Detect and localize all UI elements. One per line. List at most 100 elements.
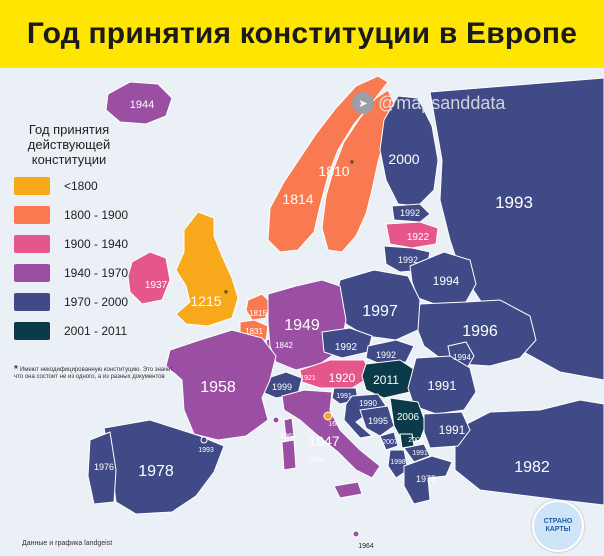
label-greece: 1975 — [416, 474, 436, 484]
label-uk-mark: * — [224, 287, 229, 301]
region-iceland — [105, 81, 173, 125]
label-poland: 1997 — [362, 303, 398, 320]
label-moldova: 1994 — [453, 353, 471, 362]
region-greece — [403, 455, 453, 505]
legend-item: 2001 - 2011 — [14, 321, 174, 341]
legend-item: <1800 — [14, 176, 174, 196]
label-uk: 1215 — [190, 293, 221, 309]
legend-label: 1970 - 2000 — [64, 295, 129, 309]
label-kosovo: 2008 — [408, 437, 424, 444]
legend-swatch — [14, 235, 50, 253]
label-malta: 1964 — [358, 543, 374, 550]
footnote: * Имеют некодифицированную конституцию. Э… — [14, 364, 184, 381]
label-germany: 1949 — [284, 317, 320, 334]
label-belarus: 1994 — [433, 274, 460, 288]
label-ukraine: 1996 — [462, 323, 498, 340]
region-latvia — [385, 221, 439, 249]
region-slovakia — [365, 339, 415, 365]
label-bulgaria: 1991 — [439, 423, 466, 437]
label-austria: 1920 — [329, 371, 356, 385]
page-title: Год принятия конституции в Европе — [26, 17, 578, 50]
legend-swatch — [14, 322, 50, 340]
label-north-macedonia: 1991 — [412, 450, 428, 457]
region-ireland — [127, 251, 171, 305]
region-bulgaria — [423, 411, 471, 449]
label-italy: 1947 — [308, 433, 339, 449]
label-serbia: 2006 — [397, 412, 420, 423]
legend-label: <1800 — [64, 179, 98, 193]
legend-title: Год принятия действующей конституции — [27, 122, 111, 167]
region-france — [165, 329, 277, 441]
region-malta — [352, 530, 360, 538]
region-bosnia — [359, 405, 395, 437]
label-croatia: 1990 — [359, 399, 377, 408]
legend-label: 1940 - 1970 — [64, 266, 129, 280]
region-corsica — [283, 417, 295, 439]
label-albania: 1998 — [390, 459, 406, 466]
region-andorra — [200, 436, 208, 444]
watermark: ➤ @mapsanddata — [352, 92, 505, 114]
legend-item: 1900 - 1940 — [14, 234, 174, 254]
credit: Данные и графика landgeist — [22, 540, 113, 547]
label-sweden: 1810 — [318, 163, 349, 179]
label-russia: 1993 — [495, 193, 533, 212]
label-luxembourg: 1842 — [275, 341, 293, 350]
legend-item: 1800 - 1900 — [14, 205, 174, 225]
region-norway — [267, 75, 389, 253]
legend-item: 1940 - 1970 — [14, 263, 174, 283]
label-switzerland: 1999 — [272, 382, 292, 392]
label-spain: 1978 — [138, 463, 174, 480]
region-austria — [299, 359, 373, 389]
region-portugal — [87, 431, 117, 505]
region-monaco — [272, 416, 280, 424]
label-romania: 1991 — [428, 378, 457, 393]
label-netherlands: 1815 — [249, 309, 267, 318]
region-romania — [407, 355, 477, 415]
label-liechtenstein: 1921 — [300, 375, 316, 382]
label-czechia: 1992 — [335, 342, 358, 353]
legend-swatch — [14, 206, 50, 224]
label-hungary: 2011 — [373, 373, 399, 387]
europe-map: 1944 1814 1810 * 2000 1993 1992 1922 199… — [0, 68, 604, 556]
region-serbia — [389, 397, 427, 445]
label-slovenia: 1991 — [336, 393, 352, 400]
telegram-icon: ➤ — [352, 92, 374, 114]
label-sweden-mark: * — [350, 157, 355, 171]
legend-label: 1800 - 1900 — [64, 208, 129, 222]
title-bar: Год принятия конституции в Европе — [0, 0, 604, 68]
label-france: 1958 — [200, 379, 236, 396]
region-finland — [379, 95, 439, 207]
footnote-symbol: * — [14, 364, 18, 375]
region-hungary — [361, 359, 419, 399]
region-estonia — [391, 203, 431, 223]
legend-label: 1900 - 1940 — [64, 237, 129, 251]
region-turkey — [454, 399, 604, 506]
label-turkey: 1982 — [514, 459, 550, 476]
region-croatia — [343, 393, 387, 439]
region-uk — [175, 211, 239, 327]
strano-karty-logo: СТРАНО КАРТЫ — [532, 500, 584, 552]
label-latvia: 1922 — [407, 232, 430, 243]
legend: Год принятия действующей конституции <18… — [14, 122, 174, 341]
label-estonia: 1992 — [400, 208, 420, 218]
region-italy — [281, 389, 381, 479]
label-belgium: 1831 — [245, 327, 263, 336]
label-bosnia: 1995 — [368, 416, 388, 426]
legend-item: 1970 - 2000 — [14, 292, 174, 312]
region-albania — [387, 449, 409, 479]
legend-label: 2001 - 2011 — [64, 324, 128, 338]
label-vatican: 2000 — [308, 457, 324, 464]
region-north-macedonia — [403, 443, 431, 463]
label-lithuania: 1992 — [398, 255, 418, 265]
region-montenegro — [379, 431, 399, 451]
label-portugal: 1976 — [94, 462, 114, 472]
label-san-marino: 1600 — [328, 421, 344, 428]
region-sicily — [333, 481, 363, 499]
label-slovakia: 1992 — [376, 350, 396, 360]
label-andorra: 1993 — [198, 447, 214, 454]
region-san-marino — [323, 411, 333, 421]
legend-swatch — [14, 293, 50, 311]
label-iceland: 1944 — [130, 99, 154, 111]
footnote-text: Имеют некодифицированную конституцию. Эт… — [14, 367, 175, 380]
